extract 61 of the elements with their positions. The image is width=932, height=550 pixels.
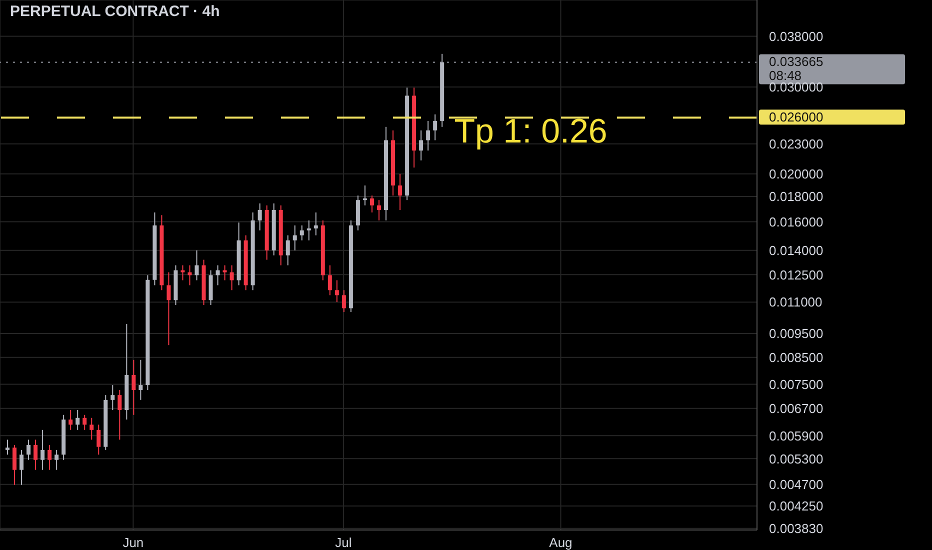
candlestick xyxy=(398,173,402,210)
candlestick xyxy=(54,449,59,470)
candlestick xyxy=(34,439,38,470)
candlestick xyxy=(76,410,80,430)
y-tick-label: 0.009500 xyxy=(769,326,824,342)
candlestick xyxy=(286,234,290,266)
candlestick xyxy=(334,280,339,303)
candlestick xyxy=(230,264,234,291)
candlestick xyxy=(328,264,332,296)
candlestick xyxy=(370,195,374,213)
y-tick-label: 0.005300 xyxy=(769,451,824,466)
y-tick-label: 0.011000 xyxy=(769,294,822,310)
x-tick-label: Jun xyxy=(122,535,144,550)
candlestick xyxy=(300,224,304,241)
candlestick xyxy=(419,130,424,161)
candlestick xyxy=(433,114,438,141)
candlestick xyxy=(314,212,318,236)
candlestick xyxy=(68,410,73,430)
x-tick-label: Aug xyxy=(549,535,572,550)
y-tick-label: 0.020000 xyxy=(769,166,824,182)
y-tick-label: 0.014000 xyxy=(769,242,824,258)
candlestick xyxy=(132,359,136,416)
ref-line-label: 0.026000 xyxy=(769,110,824,125)
candlestick xyxy=(20,449,24,486)
candlestick xyxy=(292,224,297,251)
candlestick xyxy=(26,439,31,460)
y-tick-label: 0.004250 xyxy=(769,498,824,514)
candlestick xyxy=(342,290,346,313)
candlestick xyxy=(376,200,381,221)
candlestick xyxy=(48,444,52,470)
candlestick xyxy=(258,202,262,231)
x-tick-label: Jul xyxy=(335,535,352,550)
y-tick-label: 0.016000 xyxy=(769,214,824,230)
candlestick xyxy=(426,120,430,152)
candlestick xyxy=(138,359,143,400)
candlestick xyxy=(166,272,171,346)
y-tick-label: 0.023000 xyxy=(769,136,824,152)
candlestick xyxy=(82,414,87,430)
candlestick xyxy=(194,250,199,281)
candlestick xyxy=(216,264,220,286)
y-tick-label: 0.006700 xyxy=(769,401,824,416)
candlestick xyxy=(110,384,115,410)
candlestick xyxy=(96,424,101,456)
chart-title: PERPETUAL CONTRACT · 4h xyxy=(10,3,220,20)
y-tick-label: 0.004700 xyxy=(769,477,824,492)
candlestick xyxy=(90,417,94,440)
candlestick xyxy=(306,220,311,241)
candlestick xyxy=(40,429,45,470)
candlestick xyxy=(6,439,10,456)
y-tick-label: 0.007500 xyxy=(769,376,824,392)
candlestick xyxy=(12,444,17,486)
y-tick-label: 0.018000 xyxy=(769,189,824,204)
y-tick-label: 0.003830 xyxy=(769,520,824,536)
candlestick xyxy=(118,390,122,440)
y-tick-label: 0.012500 xyxy=(769,267,824,282)
candlestick xyxy=(222,264,227,281)
annotation: Tp 1: 0.26 xyxy=(454,112,608,151)
y-tick-label: 0.008500 xyxy=(769,350,824,365)
y-tick-label: 0.005900 xyxy=(769,428,824,444)
candlestick xyxy=(180,264,185,281)
y-tick-label: 0.038000 xyxy=(769,28,824,44)
